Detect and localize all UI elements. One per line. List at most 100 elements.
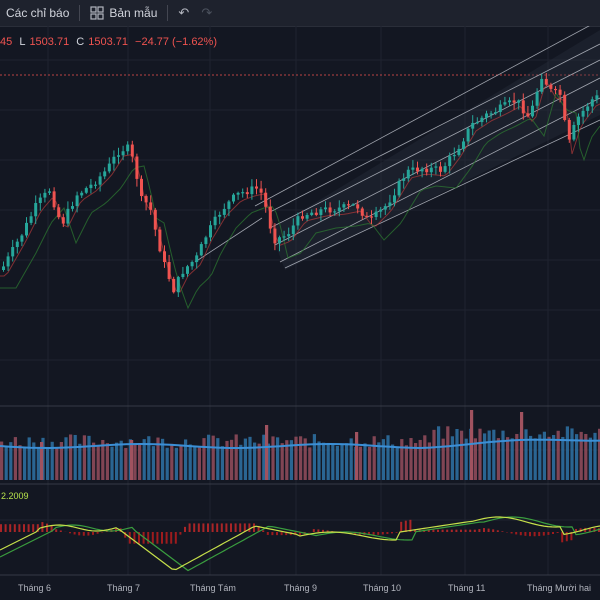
volume-bar bbox=[340, 444, 344, 480]
low-value: 1503.71 bbox=[29, 36, 70, 48]
volume-bar bbox=[533, 438, 537, 480]
candle-body bbox=[393, 195, 396, 203]
macd-histogram-bar bbox=[501, 531, 504, 532]
volume-bar bbox=[386, 435, 390, 480]
macd-histogram-bar bbox=[220, 523, 223, 532]
volume-bar bbox=[23, 446, 27, 480]
candle-body bbox=[172, 278, 176, 293]
candle-body bbox=[117, 155, 120, 157]
redo-icon[interactable]: ↷ bbox=[201, 5, 213, 20]
candle-body bbox=[360, 208, 364, 216]
indicators-button[interactable]: Các chỉ báo bbox=[0, 0, 75, 26]
candle-body bbox=[204, 237, 208, 245]
volume-bar bbox=[105, 443, 109, 480]
candle-body bbox=[218, 214, 222, 217]
volume-bar bbox=[570, 428, 574, 480]
volume-bar bbox=[317, 441, 321, 480]
candle-body bbox=[512, 100, 516, 103]
candle-body bbox=[296, 216, 300, 226]
macd-histogram-bar bbox=[598, 528, 600, 532]
volume-bar bbox=[147, 436, 151, 480]
volume-bar bbox=[460, 430, 464, 480]
macd-histogram-bar bbox=[0, 524, 2, 532]
candle-body bbox=[84, 188, 88, 193]
macd-histogram-bar bbox=[533, 532, 536, 537]
candle-body bbox=[158, 229, 162, 252]
volume-bar bbox=[593, 432, 597, 480]
macd-histogram-bar bbox=[36, 524, 39, 532]
volume-bar bbox=[266, 443, 270, 480]
chart-canvas[interactable]: Tháng 6 Tháng 7 Tháng Tám Tháng 9 Tháng … bbox=[0, 26, 600, 600]
candle-body bbox=[328, 207, 332, 213]
macd-histogram-bar bbox=[372, 532, 375, 536]
candle-body bbox=[176, 277, 180, 293]
channel-band-line bbox=[269, 43, 600, 213]
macd-histogram-bar bbox=[432, 529, 435, 532]
candle-body bbox=[383, 206, 387, 210]
candle-body bbox=[236, 192, 240, 195]
candle-body bbox=[43, 192, 47, 198]
volume-bar bbox=[414, 443, 418, 480]
volume-pane bbox=[0, 410, 600, 480]
candle-body bbox=[549, 84, 553, 89]
macd-histogram-bar bbox=[266, 532, 269, 535]
volume-bar bbox=[115, 442, 119, 480]
volume-bar bbox=[59, 441, 63, 480]
macd-histogram-bar bbox=[78, 532, 81, 536]
macd-histogram-bar bbox=[469, 529, 472, 532]
candle-body bbox=[443, 166, 447, 172]
candle-body bbox=[402, 178, 406, 181]
candle-body bbox=[434, 166, 438, 168]
candle-body bbox=[535, 91, 539, 106]
volume-bar bbox=[423, 435, 427, 480]
volume-bar bbox=[188, 444, 192, 480]
month-label: Tháng Mười hai bbox=[527, 583, 591, 593]
volume-bar bbox=[27, 437, 31, 480]
macd-histogram-bar bbox=[285, 532, 288, 536]
macd-histogram-bar bbox=[478, 529, 481, 532]
candle-body bbox=[411, 167, 415, 170]
macd-histogram-bar bbox=[487, 528, 490, 532]
candle-body bbox=[126, 144, 130, 152]
macd-histogram-bar bbox=[262, 530, 265, 532]
candle-body bbox=[480, 117, 484, 123]
undo-icon[interactable]: ↶ bbox=[178, 5, 190, 20]
candle-body bbox=[195, 255, 199, 262]
candle-body bbox=[2, 266, 5, 270]
volume-bar bbox=[78, 443, 82, 480]
candle-body bbox=[521, 100, 525, 114]
macd-histogram-bar bbox=[133, 532, 136, 544]
volume-bar bbox=[368, 446, 372, 480]
volume-bar bbox=[299, 436, 303, 480]
volume-bar bbox=[50, 441, 54, 480]
macd-histogram-bar bbox=[391, 532, 393, 534]
volume-bar bbox=[92, 442, 96, 480]
templates-button[interactable]: Bản mẫu bbox=[84, 0, 163, 26]
time-axis[interactable]: Tháng 6 Tháng 7 Tháng Tám Tháng 9 Tháng … bbox=[18, 583, 591, 593]
macd-histogram-bar bbox=[515, 532, 518, 535]
macd-histogram-bar bbox=[593, 527, 596, 532]
macd-histogram-bar bbox=[547, 532, 550, 535]
candle-body bbox=[6, 256, 10, 267]
volume-bar bbox=[524, 429, 528, 480]
channel-upper-line bbox=[254, 26, 590, 207]
volume-bar bbox=[156, 437, 160, 480]
candle-body bbox=[475, 122, 479, 124]
candle-body bbox=[34, 203, 38, 217]
volume-bar bbox=[483, 433, 487, 480]
regression-channel[interactable] bbox=[194, 26, 600, 270]
macd-histogram-bar bbox=[124, 532, 127, 538]
channel-lower-line bbox=[284, 119, 600, 269]
volume-bar bbox=[565, 426, 569, 480]
volume-bar bbox=[197, 447, 201, 480]
volume-bar bbox=[119, 440, 123, 480]
volume-bar bbox=[303, 438, 307, 480]
macd-histogram-bar bbox=[13, 524, 16, 532]
candle-body bbox=[567, 119, 571, 140]
volume-bar bbox=[165, 447, 169, 480]
macd-histogram-bar bbox=[50, 525, 53, 532]
macd-histogram-bar bbox=[197, 523, 200, 532]
month-label: Tháng 11 bbox=[448, 583, 485, 593]
macd-histogram-bar bbox=[542, 532, 545, 536]
candle-body bbox=[351, 204, 355, 206]
